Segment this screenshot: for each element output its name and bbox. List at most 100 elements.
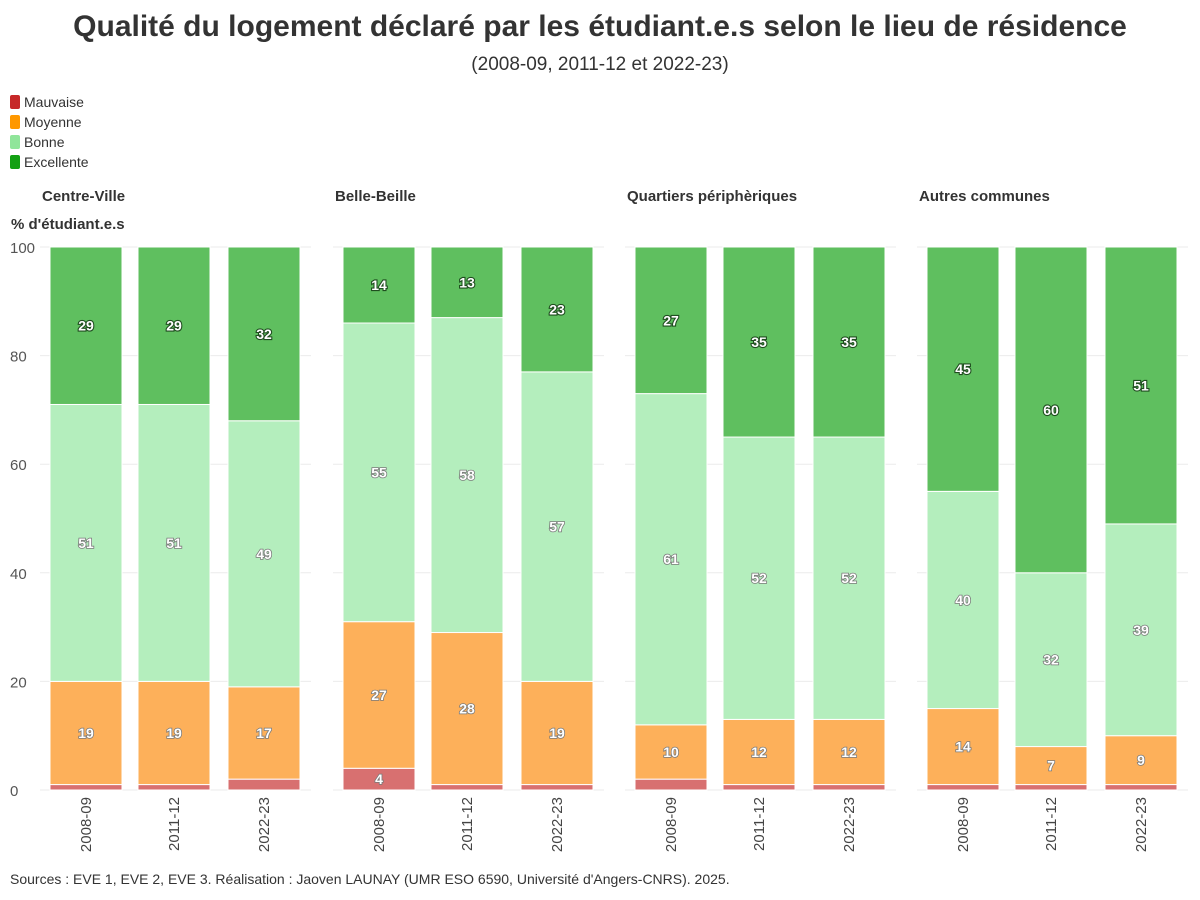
data-label: 27 bbox=[663, 312, 679, 328]
data-label: 49 bbox=[256, 546, 272, 562]
bar-segment-mauvaise bbox=[137, 784, 211, 791]
panel-title: Belle-Beille bbox=[335, 188, 416, 205]
bar-segment-bonne bbox=[812, 436, 886, 720]
data-label: 32 bbox=[1043, 652, 1059, 668]
legend-item: Excellente bbox=[10, 152, 89, 172]
bar-segment-excellente bbox=[634, 246, 708, 395]
x-tick-label: 2022-23 bbox=[1133, 797, 1150, 852]
x-tick-label: 2022-23 bbox=[549, 797, 566, 852]
bar-segment-mauvaise bbox=[1104, 784, 1178, 791]
data-label: 51 bbox=[1133, 377, 1149, 393]
bar-segment-mauvaise bbox=[520, 784, 594, 791]
bar-segment-excellente bbox=[520, 246, 594, 373]
bar-segment-moyenne bbox=[812, 718, 886, 786]
bar-segment-bonne bbox=[926, 490, 1000, 710]
x-tick-label: 2022-23 bbox=[256, 797, 273, 852]
legend-item: Bonne bbox=[10, 132, 89, 152]
data-label: 9 bbox=[1137, 752, 1145, 768]
data-label: 4 bbox=[375, 771, 383, 787]
y-tick-label: 60 bbox=[10, 457, 27, 474]
legend-swatch bbox=[10, 115, 20, 129]
data-label: 51 bbox=[166, 535, 182, 551]
legend-item: Mauvaise bbox=[10, 92, 89, 112]
chart-title: Qualité du logement déclaré par les étud… bbox=[73, 10, 1127, 43]
data-label: 32 bbox=[256, 326, 272, 342]
panel-title: Autres communes bbox=[919, 188, 1050, 205]
bar-segment-excellente bbox=[342, 246, 416, 324]
panel-title: Centre-Ville bbox=[42, 188, 125, 205]
data-label: 52 bbox=[751, 570, 767, 586]
data-label: 10 bbox=[663, 744, 679, 760]
legend-label: Mauvaise bbox=[24, 94, 84, 110]
source-note: Sources : EVE 1, EVE 2, EVE 3. Réalisati… bbox=[10, 871, 730, 887]
bar-segment-moyenne bbox=[926, 708, 1000, 786]
bar-segment-moyenne bbox=[520, 680, 594, 786]
bar-segment-moyenne bbox=[49, 680, 123, 786]
x-tick-label: 2008-09 bbox=[371, 797, 388, 852]
x-tick-label: 2008-09 bbox=[955, 797, 972, 852]
bar-segment-moyenne bbox=[1014, 746, 1088, 786]
panel-title: Quartiers périphèriques bbox=[627, 188, 797, 205]
chart-subtitle: (2008-09, 2011-12 et 2022-23) bbox=[471, 54, 729, 75]
bar-segment-mauvaise bbox=[430, 784, 504, 791]
data-label: 60 bbox=[1043, 402, 1059, 418]
bar-segment-excellente bbox=[1014, 246, 1088, 574]
bar-segment-bonne bbox=[430, 317, 504, 634]
bar-segment-excellente bbox=[227, 246, 301, 422]
data-label: 29 bbox=[78, 318, 94, 334]
y-tick-label: 80 bbox=[10, 349, 27, 366]
bar-segment-bonne bbox=[49, 403, 123, 682]
data-label: 12 bbox=[751, 744, 767, 760]
data-label: 29 bbox=[166, 318, 182, 334]
bar-segment-moyenne bbox=[722, 718, 796, 786]
data-label: 40 bbox=[955, 592, 971, 608]
bar-segment-moyenne bbox=[227, 686, 301, 780]
data-label: 52 bbox=[841, 570, 857, 586]
data-label: 55 bbox=[371, 464, 387, 480]
data-label: 35 bbox=[751, 334, 767, 350]
bar-segment-mauvaise bbox=[227, 778, 301, 791]
bar-segment-bonne bbox=[1014, 572, 1088, 748]
x-tick-label: 2022-23 bbox=[841, 797, 858, 852]
bar-segment-excellente bbox=[926, 246, 1000, 492]
data-label: 17 bbox=[256, 725, 272, 741]
data-label: 14 bbox=[955, 739, 971, 755]
legend-label: Excellente bbox=[24, 154, 89, 170]
bar-segment-excellente bbox=[137, 246, 211, 405]
bar-segment-bonne bbox=[342, 322, 416, 623]
data-label: 7 bbox=[1047, 758, 1055, 774]
y-tick-label: 20 bbox=[10, 674, 27, 691]
legend-swatch bbox=[10, 95, 20, 109]
y-tick-label: 40 bbox=[10, 566, 27, 583]
bar-segment-mauvaise bbox=[1014, 784, 1088, 791]
bar-segment-bonne bbox=[1104, 523, 1178, 737]
data-label: 57 bbox=[549, 519, 565, 535]
data-label: 14 bbox=[371, 277, 387, 293]
data-label: 51 bbox=[78, 535, 94, 551]
legend-item: Moyenne bbox=[10, 112, 89, 132]
bar-segment-excellente bbox=[1104, 246, 1178, 525]
x-tick-label: 2008-09 bbox=[663, 797, 680, 852]
data-label: 19 bbox=[549, 725, 565, 741]
bar-segment-moyenne bbox=[430, 632, 504, 786]
data-label: 45 bbox=[955, 361, 971, 377]
legend: Mauvaise Moyenne Bonne Excellente bbox=[10, 92, 89, 172]
data-label: 58 bbox=[459, 467, 475, 483]
bar-segment-excellente bbox=[49, 246, 123, 405]
legend-label: Moyenne bbox=[24, 114, 82, 130]
bar-segment-moyenne bbox=[137, 680, 211, 786]
data-label: 35 bbox=[841, 334, 857, 350]
legend-label: Bonne bbox=[24, 134, 65, 150]
data-label: 19 bbox=[166, 725, 182, 741]
data-label: 39 bbox=[1133, 622, 1149, 638]
y-axis-label: % d'étudiant.e.s bbox=[11, 216, 125, 233]
x-tick-label: 2008-09 bbox=[78, 797, 95, 852]
data-label: 19 bbox=[78, 725, 94, 741]
bar-segment-bonne bbox=[137, 403, 211, 682]
legend-swatch bbox=[10, 135, 20, 149]
bar-segment-mauvaise bbox=[722, 784, 796, 791]
bar-segment-mauvaise bbox=[926, 784, 1000, 791]
data-label: 61 bbox=[663, 551, 679, 567]
x-tick-label: 2011-12 bbox=[1043, 797, 1060, 851]
